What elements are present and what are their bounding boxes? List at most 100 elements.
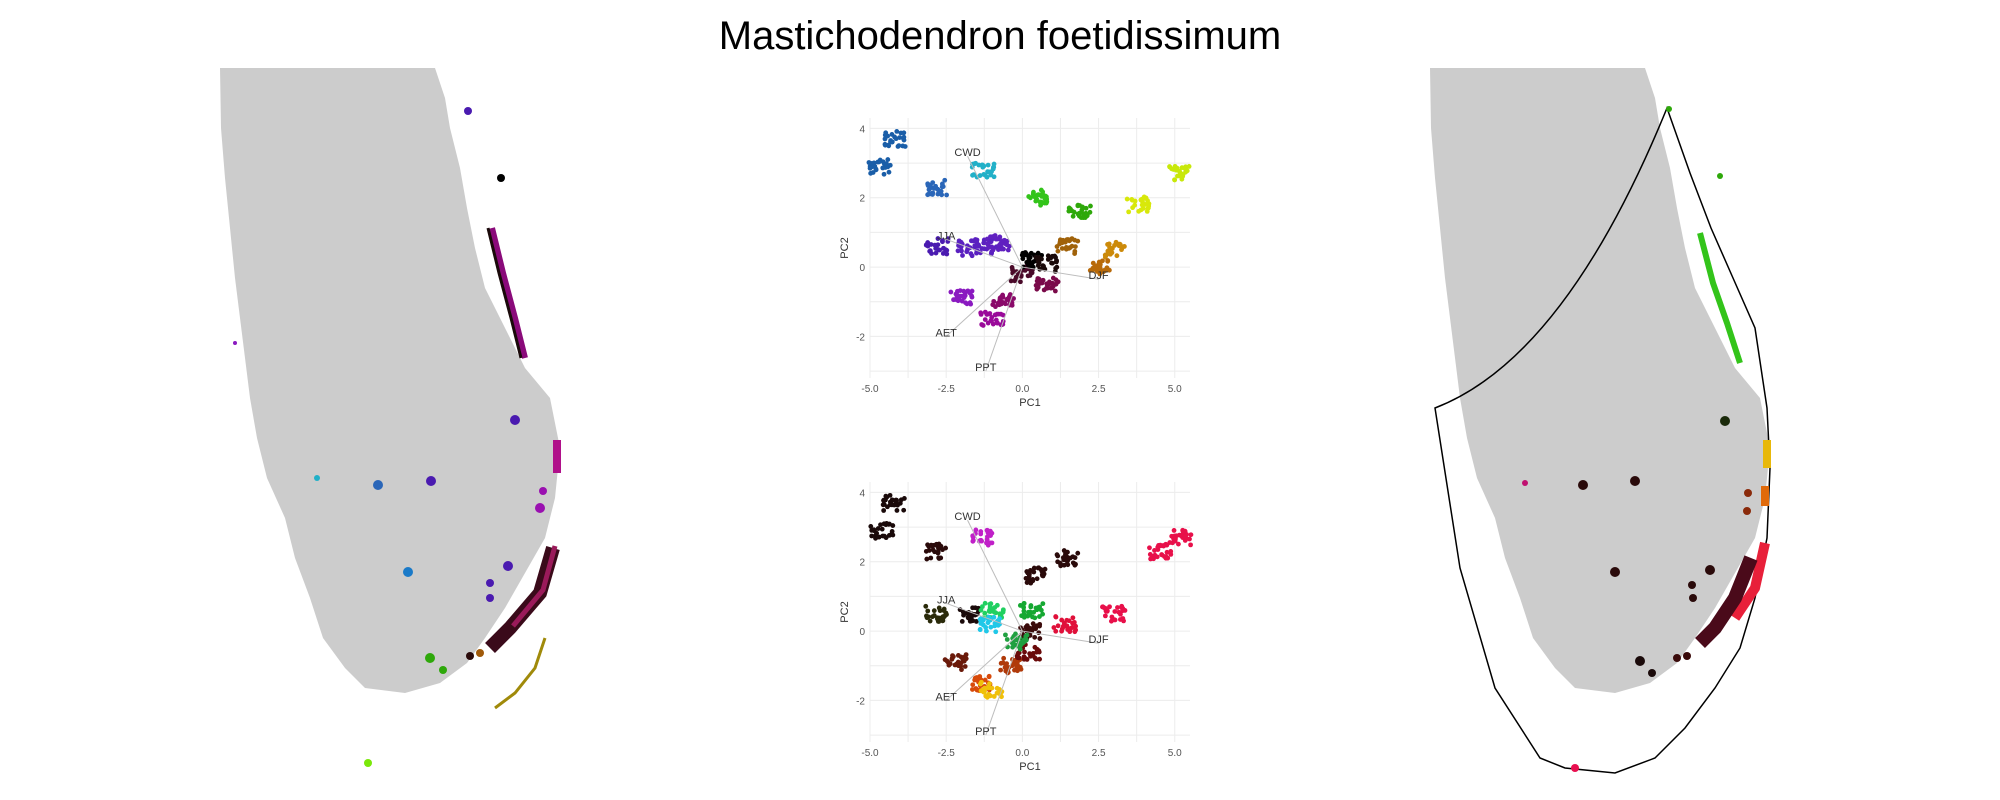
x-tick-label: -2.5 bbox=[938, 748, 956, 759]
scatter-point bbox=[978, 310, 984, 316]
scatter-point bbox=[974, 243, 980, 249]
scatter-point bbox=[948, 289, 954, 295]
scatter-point bbox=[1075, 238, 1081, 244]
scatter-point bbox=[1147, 545, 1152, 551]
scatter-point bbox=[931, 613, 937, 618]
scatter-point bbox=[1003, 662, 1009, 668]
loadings: CWD JJA DJF AET PPT bbox=[935, 511, 1108, 738]
scatter-point bbox=[1051, 625, 1057, 630]
scatter-point bbox=[1001, 246, 1006, 252]
scatter-point bbox=[1021, 601, 1027, 606]
scatter-point bbox=[1075, 550, 1081, 556]
figure-title: Mastichodendron foetidissimum bbox=[718, 14, 1282, 58]
scatter-point bbox=[1021, 611, 1027, 617]
scatter-point bbox=[1034, 605, 1040, 611]
scatter-point bbox=[982, 600, 988, 606]
scatter-point bbox=[1066, 626, 1072, 632]
scatter-point bbox=[984, 241, 990, 247]
scatter-point bbox=[984, 540, 989, 546]
scatter-point bbox=[1008, 278, 1014, 284]
scatter-point bbox=[1171, 528, 1177, 533]
scatter-point bbox=[935, 550, 941, 556]
y-tick-label: 0 bbox=[859, 627, 865, 638]
scatter-point bbox=[979, 604, 985, 610]
scatter-point bbox=[1065, 558, 1071, 563]
scatter-point bbox=[989, 530, 995, 536]
scatter-point bbox=[955, 248, 961, 254]
scatter-point bbox=[866, 160, 872, 165]
scatter-point bbox=[982, 689, 987, 694]
x-tick-label: 5.0 bbox=[1168, 748, 1182, 759]
scatter-point bbox=[1045, 253, 1051, 259]
scatter-point bbox=[978, 529, 984, 534]
scatter-point bbox=[943, 545, 948, 551]
grid bbox=[869, 118, 1190, 378]
scatter-point bbox=[1175, 173, 1180, 179]
y-axis-title: PC2 bbox=[839, 237, 851, 258]
scatter-point bbox=[957, 288, 963, 294]
scatter-point bbox=[1150, 553, 1155, 559]
scatter-point bbox=[992, 620, 998, 626]
scatter-point bbox=[989, 540, 995, 546]
scatter-point bbox=[929, 251, 934, 256]
scatter-point bbox=[1050, 260, 1055, 266]
scatter-point bbox=[1180, 173, 1186, 179]
scatter-point bbox=[977, 173, 983, 178]
scatter-point bbox=[997, 296, 1003, 302]
scatter-point bbox=[1116, 609, 1122, 615]
scatter-point bbox=[875, 159, 881, 165]
scatter-point bbox=[987, 607, 992, 613]
scatter-point bbox=[875, 526, 881, 531]
scatter-point bbox=[1164, 549, 1170, 555]
scatter-point bbox=[973, 237, 978, 242]
scatter-point bbox=[968, 301, 974, 307]
scatter-point bbox=[952, 297, 958, 302]
scatter-point bbox=[982, 677, 988, 683]
scatter-point bbox=[1015, 655, 1020, 660]
scatter-point bbox=[1159, 552, 1165, 558]
scatter-point bbox=[895, 144, 901, 149]
scatter-point bbox=[970, 537, 976, 543]
scatter-point bbox=[1038, 187, 1044, 193]
x-tick-labels: -5.0 -2.5 0.0 2.5 5.0 bbox=[861, 748, 1182, 759]
scatter-point bbox=[986, 674, 992, 680]
scatter-points bbox=[868, 492, 1194, 700]
scatter-point bbox=[949, 656, 955, 662]
scatter-point bbox=[1140, 196, 1146, 202]
scatter-points bbox=[866, 128, 1192, 328]
scatter-point bbox=[885, 157, 891, 162]
scatter-point bbox=[1071, 561, 1077, 567]
left-map bbox=[220, 68, 561, 767]
scatter-point bbox=[1070, 213, 1076, 219]
loading-arrow bbox=[945, 630, 1023, 701]
scatter-point bbox=[940, 251, 946, 256]
scatter-point bbox=[1126, 209, 1132, 215]
right-map-hull bbox=[1434, 105, 1771, 774]
scatter-point bbox=[894, 508, 900, 513]
scatter-point bbox=[928, 555, 934, 561]
scatter-point bbox=[1070, 615, 1076, 621]
scatter-point bbox=[1088, 203, 1093, 209]
loading-label: AET bbox=[935, 691, 957, 703]
scatter-point bbox=[1105, 258, 1111, 263]
scatter-point bbox=[1007, 292, 1013, 297]
scatter-point bbox=[941, 246, 946, 251]
scatter-point bbox=[1120, 606, 1126, 611]
y-tick-label: 4 bbox=[859, 488, 865, 499]
scatter-point bbox=[973, 160, 979, 166]
left-map-coast-black bbox=[486, 227, 523, 359]
scatter-point bbox=[990, 234, 996, 239]
scatter-point bbox=[1163, 555, 1169, 561]
loadings: CWD JJA DJF AET PPT bbox=[935, 147, 1108, 374]
scatter-point bbox=[886, 532, 892, 538]
scatter-point bbox=[1035, 276, 1041, 281]
scatter-point bbox=[968, 238, 974, 244]
scatter-point bbox=[940, 618, 945, 624]
scatter-point bbox=[885, 133, 891, 139]
scatter-point bbox=[978, 679, 984, 685]
y-tick-label: 2 bbox=[859, 558, 865, 569]
scatter-point bbox=[925, 542, 930, 548]
scatter-point bbox=[901, 496, 907, 501]
florida-landmass bbox=[220, 68, 560, 693]
scatter-point bbox=[940, 184, 946, 189]
